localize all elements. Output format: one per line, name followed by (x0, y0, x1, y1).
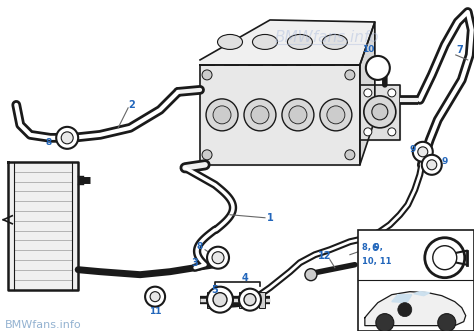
Circle shape (320, 99, 352, 131)
Text: 1: 1 (266, 213, 273, 223)
Circle shape (150, 292, 160, 302)
Text: 11: 11 (149, 307, 161, 316)
Circle shape (145, 287, 165, 307)
Text: 7: 7 (456, 45, 463, 55)
Bar (207, 292, 213, 307)
Circle shape (364, 128, 372, 136)
Polygon shape (8, 162, 78, 290)
Circle shape (251, 106, 269, 124)
Circle shape (433, 246, 457, 270)
Circle shape (388, 89, 396, 97)
Text: 9: 9 (442, 157, 448, 166)
Text: 4: 4 (242, 273, 248, 283)
Text: 12: 12 (318, 251, 332, 261)
Circle shape (61, 132, 73, 144)
Circle shape (207, 247, 229, 269)
Text: 10, 11: 10, 11 (362, 257, 392, 266)
Circle shape (213, 293, 227, 307)
Circle shape (364, 96, 396, 128)
Circle shape (418, 147, 428, 157)
Circle shape (422, 155, 442, 175)
Circle shape (425, 238, 465, 278)
Circle shape (244, 294, 256, 306)
Circle shape (244, 99, 276, 131)
Text: 8: 8 (45, 138, 51, 147)
Circle shape (207, 287, 233, 313)
Circle shape (239, 289, 261, 310)
Ellipse shape (218, 34, 243, 49)
Text: 8: 8 (197, 242, 203, 251)
Text: 10: 10 (362, 45, 374, 54)
Circle shape (427, 160, 437, 170)
Text: 8, 9,: 8, 9, (362, 243, 383, 252)
Circle shape (366, 56, 390, 80)
Ellipse shape (287, 34, 312, 49)
Circle shape (413, 142, 433, 162)
Circle shape (388, 128, 396, 136)
Ellipse shape (253, 34, 277, 49)
Circle shape (305, 269, 317, 281)
Ellipse shape (322, 34, 347, 49)
Polygon shape (392, 295, 412, 303)
Bar (239, 292, 245, 307)
Circle shape (212, 252, 224, 264)
Text: BMWfans.info: BMWfans.info (275, 30, 380, 45)
FancyBboxPatch shape (358, 230, 474, 331)
Circle shape (289, 106, 307, 124)
Text: 2: 2 (129, 100, 136, 110)
Circle shape (398, 303, 412, 317)
Text: 9: 9 (410, 145, 416, 154)
Polygon shape (360, 85, 400, 140)
Circle shape (56, 127, 78, 149)
Bar (259, 292, 265, 307)
Circle shape (202, 70, 212, 80)
Polygon shape (414, 292, 430, 296)
Text: 3: 3 (191, 258, 199, 268)
Circle shape (345, 70, 355, 80)
Polygon shape (200, 65, 360, 165)
Circle shape (372, 104, 388, 120)
Circle shape (345, 150, 355, 160)
Text: 6: 6 (372, 243, 378, 253)
Circle shape (327, 106, 345, 124)
Circle shape (438, 314, 456, 331)
Text: 5: 5 (212, 285, 219, 295)
Circle shape (202, 150, 212, 160)
Polygon shape (365, 292, 466, 326)
Text: BMWfans.info: BMWfans.info (5, 320, 82, 330)
Circle shape (206, 99, 238, 131)
Circle shape (213, 106, 231, 124)
Circle shape (282, 99, 314, 131)
Polygon shape (360, 22, 375, 165)
Circle shape (376, 314, 394, 331)
Polygon shape (200, 20, 375, 65)
Circle shape (364, 89, 372, 97)
